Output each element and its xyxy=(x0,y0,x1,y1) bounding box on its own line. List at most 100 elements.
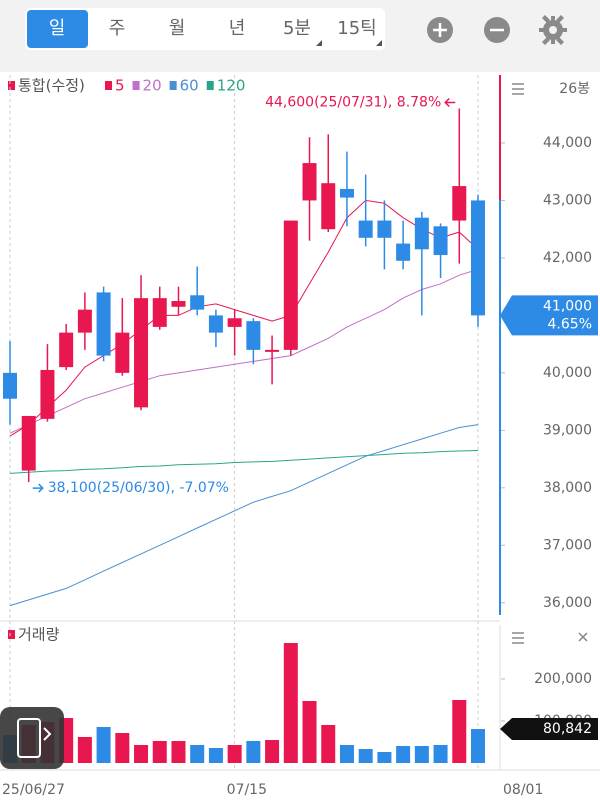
volume-bar xyxy=(377,751,392,763)
candle-body xyxy=(414,217,429,250)
tab[interactable]: 일 xyxy=(49,18,66,39)
volume-bar xyxy=(358,749,373,763)
high-annotation: 44,600(25/07/31), 8.78% xyxy=(265,94,441,110)
candle-body xyxy=(96,292,111,356)
volume-bar xyxy=(190,744,205,763)
y-tick-label: 39,000 xyxy=(543,422,592,438)
volume-bar xyxy=(134,744,149,763)
active-tab[interactable] xyxy=(27,10,88,48)
volume-tag-value: 80,842 xyxy=(543,721,592,737)
y-tick-label: 37,000 xyxy=(543,537,592,553)
rotate-button[interactable] xyxy=(0,707,64,769)
y-tick-label: 43,000 xyxy=(543,192,592,208)
ma-line xyxy=(9,424,479,607)
volume-bar xyxy=(283,643,298,763)
x-tick-label: 08/01 xyxy=(503,782,543,798)
candle-body xyxy=(339,188,354,198)
candle-body xyxy=(77,309,92,333)
volume-bar xyxy=(115,733,130,763)
legend-label: 60 xyxy=(180,77,199,95)
price-tag-value: 41,000 xyxy=(543,298,592,314)
volume-bar xyxy=(471,729,485,763)
low-arrow xyxy=(32,483,44,493)
menu-icon[interactable] xyxy=(512,632,524,644)
ma-line xyxy=(9,450,479,474)
tab[interactable]: 년 xyxy=(229,18,246,39)
candle-body xyxy=(302,163,317,201)
volume-y-tick-label: 200,000 xyxy=(534,671,592,687)
volume-bar xyxy=(152,740,167,763)
volume-bar xyxy=(321,724,336,763)
dropdown-mark xyxy=(376,40,382,46)
volume-tag xyxy=(500,718,598,741)
y-tick-label: 36,000 xyxy=(543,595,592,611)
volume-bar xyxy=(171,740,186,763)
legend-label: 120 xyxy=(217,77,246,95)
volume-bar xyxy=(452,700,467,763)
volume-bar xyxy=(302,701,317,763)
y-tick-label: 38,000 xyxy=(543,480,592,496)
candle-body xyxy=(208,315,223,333)
volume-bar xyxy=(96,727,111,763)
volume-bar xyxy=(433,744,448,763)
y-tick-label: 40,000 xyxy=(543,365,592,381)
volume-bar xyxy=(265,739,280,763)
legend-swatch xyxy=(8,81,15,90)
volume-bar xyxy=(246,740,261,763)
low-annotation: 38,100(25/06/30), -7.07% xyxy=(48,480,229,496)
y-tick-label: 42,000 xyxy=(543,250,592,266)
candle-body xyxy=(283,220,298,350)
candle-body xyxy=(152,298,167,327)
dropdown-mark xyxy=(316,40,322,46)
zoom-in[interactable] xyxy=(427,17,453,43)
volume-bar xyxy=(339,744,354,763)
volume-title: 거래량 xyxy=(18,626,60,644)
settings[interactable] xyxy=(539,15,567,45)
volume-bar xyxy=(77,737,92,763)
legend-swatch xyxy=(105,81,112,90)
legend-swatch xyxy=(8,630,15,639)
zoom-out[interactable] xyxy=(484,17,510,43)
legend-swatch xyxy=(169,81,177,90)
tab[interactable]: 5분 xyxy=(283,18,311,39)
volume-bar xyxy=(414,745,429,763)
candle-body xyxy=(452,186,467,221)
candle-body xyxy=(265,349,280,352)
ma-line xyxy=(9,199,479,437)
candle-body xyxy=(59,332,74,368)
candle-body xyxy=(433,226,448,256)
legend-title: 통합(수정) xyxy=(18,77,85,95)
candle-body xyxy=(396,243,411,261)
bar-count: 26봉 xyxy=(559,81,590,97)
tab[interactable]: 주 xyxy=(109,18,126,39)
x-tick-label: 25/06/27 xyxy=(2,782,65,798)
menu-icon[interactable] xyxy=(512,83,524,95)
candle-body xyxy=(227,318,242,327)
candle-body xyxy=(115,332,130,373)
tab[interactable]: 15틱 xyxy=(337,18,376,39)
tab[interactable]: 월 xyxy=(169,18,186,39)
high-arrow xyxy=(444,97,456,108)
ma-line xyxy=(9,268,479,434)
tab-bar xyxy=(25,8,385,50)
candle-body xyxy=(3,372,17,399)
legend-swatch xyxy=(206,81,214,90)
candle-body xyxy=(358,220,373,238)
candle-body xyxy=(134,298,149,408)
price-tag-change: 4.65% xyxy=(548,316,592,332)
legend-swatch xyxy=(132,81,140,90)
candle-body xyxy=(471,200,485,316)
volume-bar xyxy=(227,744,242,763)
candle-body xyxy=(377,220,392,238)
candle-body xyxy=(40,369,55,419)
legend-label: 5 xyxy=(115,77,125,95)
volume-bar xyxy=(396,745,411,763)
candle-body xyxy=(171,301,186,307)
close-icon[interactable] xyxy=(578,632,588,642)
candle-body xyxy=(190,295,205,310)
x-tick-label: 07/15 xyxy=(227,782,267,798)
candle-body xyxy=(321,183,336,230)
price-tag xyxy=(500,295,598,336)
y-tick-label: 44,000 xyxy=(543,135,592,151)
